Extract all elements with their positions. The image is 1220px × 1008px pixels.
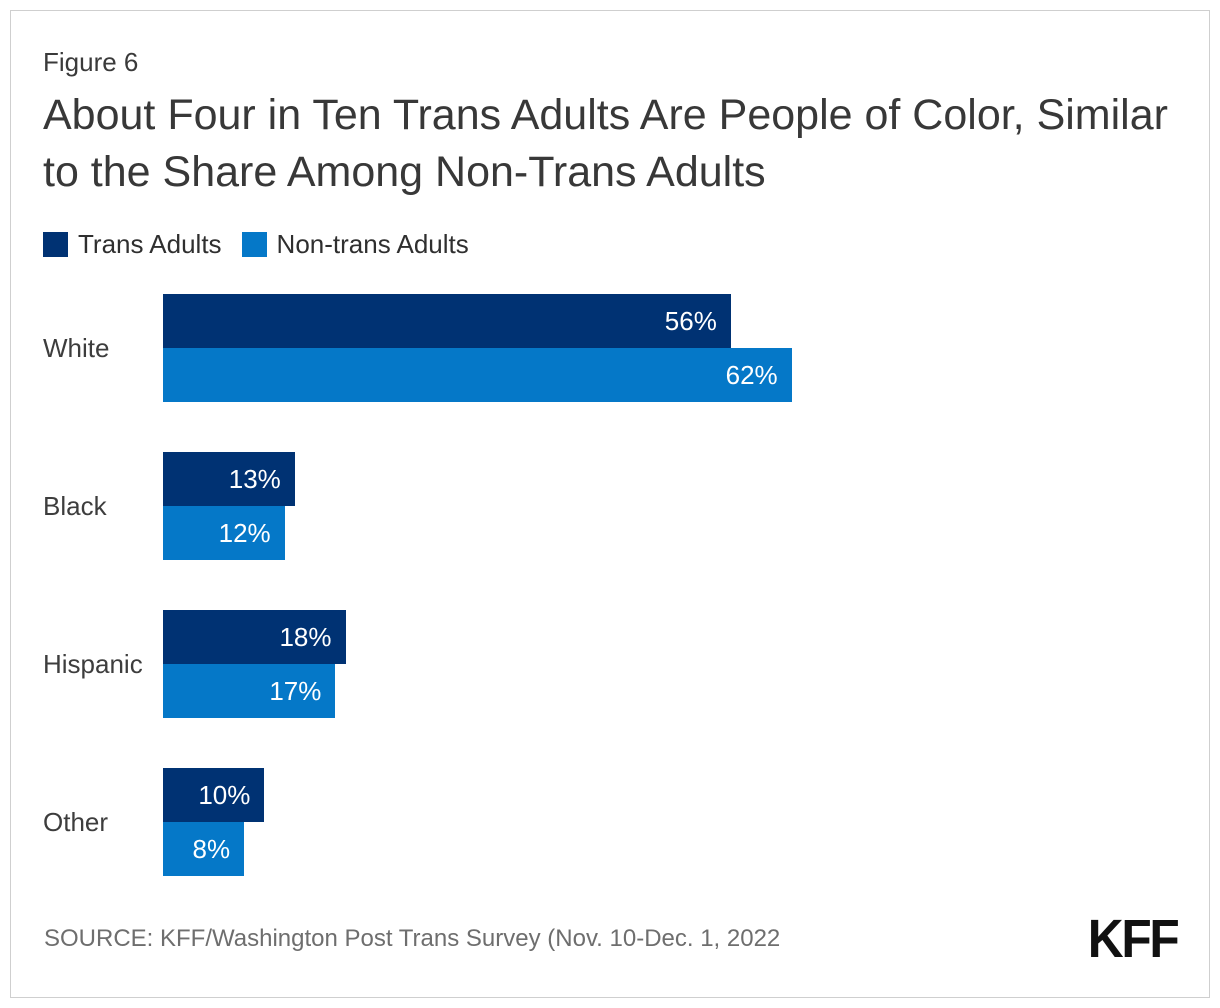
bar-trans-adults-black: 13%: [163, 452, 295, 506]
source-note: SOURCE: KFF/Washington Post Trans Survey…: [44, 925, 781, 952]
legend-label-non-trans-adults: Non-trans Adults: [276, 229, 469, 259]
bar-value-label: 18%: [279, 621, 332, 652]
legend-item-non-trans-adults: Non-trans Adults: [241, 229, 469, 260]
bar-value-label: 12%: [218, 517, 271, 548]
category-group-white: White 56% 62%: [43, 294, 1177, 402]
bar-value-label: 17%: [269, 675, 322, 706]
bar-trans-adults-hispanic: 18%: [163, 610, 346, 664]
category-group-black: Black 13% 12%: [43, 452, 1177, 560]
bar-non-trans-adults-other: 8%: [163, 822, 245, 876]
category-label-other: Other: [43, 806, 109, 837]
category-group-hispanic: Hispanic 18% 17%: [43, 610, 1177, 718]
legend-label-trans-adults: Trans Adults: [78, 229, 222, 259]
legend: Trans Adults Non-trans Adults: [43, 229, 1177, 260]
chart-title: About Four in Ten Trans Adults Are Peopl…: [43, 91, 1168, 196]
bar-pair-hispanic: 18% 17%: [163, 610, 1177, 718]
category-group-other: Other 10% 8%: [43, 768, 1177, 876]
kff-logo: KFF: [1087, 909, 1179, 969]
footer: SOURCE: KFF/Washington Post Trans Survey…: [44, 909, 1179, 969]
bar-non-trans-adults-white: 62%: [163, 348, 792, 402]
bar-trans-adults-white: 56%: [163, 294, 731, 348]
bar-trans-adults-other: 10%: [163, 768, 265, 822]
bar-non-trans-adults-black: 12%: [163, 506, 285, 560]
bar-value-label: 8%: [192, 833, 231, 864]
bar-value-label: 10%: [198, 779, 251, 810]
category-label-white: White: [43, 332, 110, 363]
legend-swatch-non-trans-adults: [241, 232, 267, 257]
legend-item-trans-adults: Trans Adults: [43, 229, 222, 260]
category-label-black: Black: [43, 490, 107, 521]
bar-value-label: 13%: [228, 463, 281, 494]
bar-pair-white: 56% 62%: [163, 294, 1177, 402]
category-label-hispanic: Hispanic: [43, 648, 143, 679]
bar-pair-other: 10% 8%: [163, 768, 1177, 876]
bar-value-label: 56%: [664, 305, 717, 336]
figure-frame: Figure 6 About Four in Ten Trans Adults …: [10, 10, 1210, 998]
bar-pair-black: 13% 12%: [163, 452, 1177, 560]
bar-value-label: 62%: [725, 359, 778, 390]
figure-label: Figure 6: [43, 47, 139, 77]
bar-non-trans-adults-hispanic: 17%: [163, 664, 336, 718]
legend-swatch-trans-adults: [43, 232, 68, 257]
grouped-bar-chart: White 56% 62% Black 13% 12% Hispanic 18% 17% Othe…: [43, 294, 1177, 876]
